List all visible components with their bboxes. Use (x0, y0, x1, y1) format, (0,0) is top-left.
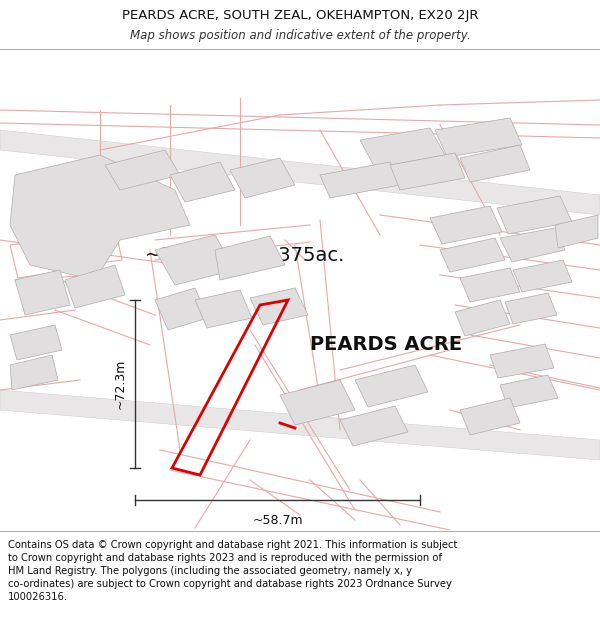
Polygon shape (460, 398, 520, 435)
Polygon shape (10, 155, 190, 280)
Polygon shape (355, 365, 428, 407)
Polygon shape (555, 215, 598, 248)
Text: co-ordinates) are subject to Crown copyright and database rights 2023 Ordnance S: co-ordinates) are subject to Crown copyr… (8, 579, 452, 589)
Polygon shape (455, 300, 510, 336)
Text: PEARDS ACRE: PEARDS ACRE (310, 336, 462, 354)
Polygon shape (460, 145, 530, 182)
Polygon shape (505, 293, 557, 324)
Polygon shape (500, 375, 558, 408)
Polygon shape (440, 238, 505, 272)
Text: HM Land Registry. The polygons (including the associated geometry, namely x, y: HM Land Registry. The polygons (includin… (8, 566, 412, 576)
Polygon shape (10, 325, 62, 360)
Polygon shape (430, 206, 502, 244)
Text: ~72.3m: ~72.3m (114, 359, 127, 409)
Polygon shape (155, 235, 235, 285)
Polygon shape (230, 158, 295, 198)
Polygon shape (490, 344, 554, 378)
Polygon shape (500, 228, 565, 262)
Text: 100026316.: 100026316. (8, 592, 68, 602)
Text: ~58.7m: ~58.7m (252, 514, 303, 527)
Polygon shape (390, 153, 465, 190)
Polygon shape (10, 355, 58, 390)
Text: ~1518m²/~0.375ac.: ~1518m²/~0.375ac. (145, 246, 346, 265)
Polygon shape (513, 260, 572, 292)
Polygon shape (435, 118, 522, 157)
Polygon shape (170, 162, 235, 202)
Polygon shape (360, 128, 445, 168)
Polygon shape (195, 290, 252, 328)
Text: to Crown copyright and database rights 2023 and is reproduced with the permissio: to Crown copyright and database rights 2… (8, 553, 442, 563)
Polygon shape (250, 288, 308, 325)
Polygon shape (215, 236, 285, 280)
Polygon shape (280, 380, 355, 425)
Text: PEARDS ACRE, SOUTH ZEAL, OKEHAMPTON, EX20 2JR: PEARDS ACRE, SOUTH ZEAL, OKEHAMPTON, EX2… (122, 9, 478, 21)
Polygon shape (105, 150, 180, 190)
Polygon shape (0, 130, 600, 215)
Polygon shape (0, 390, 600, 460)
Polygon shape (320, 162, 400, 198)
Text: Map shows position and indicative extent of the property.: Map shows position and indicative extent… (130, 29, 470, 41)
Text: Contains OS data © Crown copyright and database right 2021. This information is : Contains OS data © Crown copyright and d… (8, 540, 457, 550)
Polygon shape (497, 196, 572, 234)
Polygon shape (155, 288, 208, 330)
Polygon shape (15, 270, 70, 315)
Polygon shape (340, 406, 408, 446)
Polygon shape (460, 268, 520, 302)
Polygon shape (65, 265, 125, 308)
